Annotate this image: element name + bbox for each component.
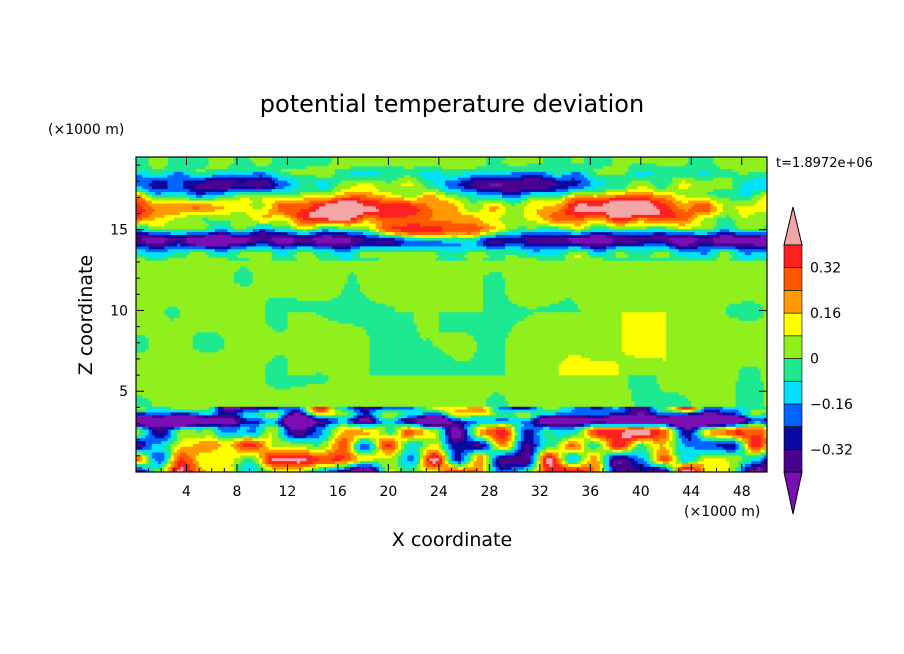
colorbar-segment	[784, 290, 802, 313]
heatmap-field	[136, 157, 768, 473]
colorbar-label: −0.32	[810, 442, 853, 458]
colorbar-segment	[784, 381, 802, 404]
y-axis-unit: (×1000 m)	[48, 122, 124, 138]
x-tick-label: 28	[480, 484, 498, 500]
x-tick-label: 44	[682, 484, 700, 500]
y-tick-label: 10	[110, 303, 128, 319]
x-tick-label: 8	[232, 484, 241, 500]
colorbar-segment	[784, 449, 802, 472]
x-tick-label: 48	[733, 484, 751, 500]
x-tick-label: 36	[581, 484, 599, 500]
x-tick-label: 32	[531, 484, 549, 500]
x-tick-label: 20	[379, 484, 397, 500]
colorbar-segment	[784, 427, 802, 450]
colorbar-segment	[784, 404, 802, 427]
colorbar-segment	[784, 313, 802, 336]
time-label: t=1.8972e+06	[776, 156, 873, 171]
colorbar-segment	[784, 245, 802, 268]
colorbar-label: 0.16	[810, 306, 841, 322]
x-tick-label: 4	[182, 484, 191, 500]
y-tick-label: 15	[110, 223, 128, 239]
y-axis-label: Z coordinate	[75, 255, 97, 375]
x-tick-label: 16	[329, 484, 347, 500]
colorbar-label: 0.32	[810, 261, 841, 277]
colorbar-label: −0.16	[810, 397, 853, 413]
chart-title: potential temperature deviation	[260, 90, 644, 118]
x-axis-label: X coordinate	[392, 529, 512, 551]
colorbar-min-triangle	[784, 472, 802, 514]
colorbar-max-triangle	[784, 207, 802, 245]
x-axis-unit: (×1000 m)	[684, 504, 760, 520]
y-tick-label: 5	[119, 384, 128, 400]
colorbar-segment	[784, 359, 802, 382]
colorbar-label: 0	[810, 352, 819, 368]
colorbar-segment	[784, 268, 802, 291]
x-tick-label: 12	[279, 484, 297, 500]
x-tick-label: 40	[632, 484, 650, 500]
x-tick-label: 24	[430, 484, 448, 500]
colorbar-segment	[784, 336, 802, 359]
colorbar: 0.32 0.16 0 −0.16 −0.32	[784, 207, 853, 514]
